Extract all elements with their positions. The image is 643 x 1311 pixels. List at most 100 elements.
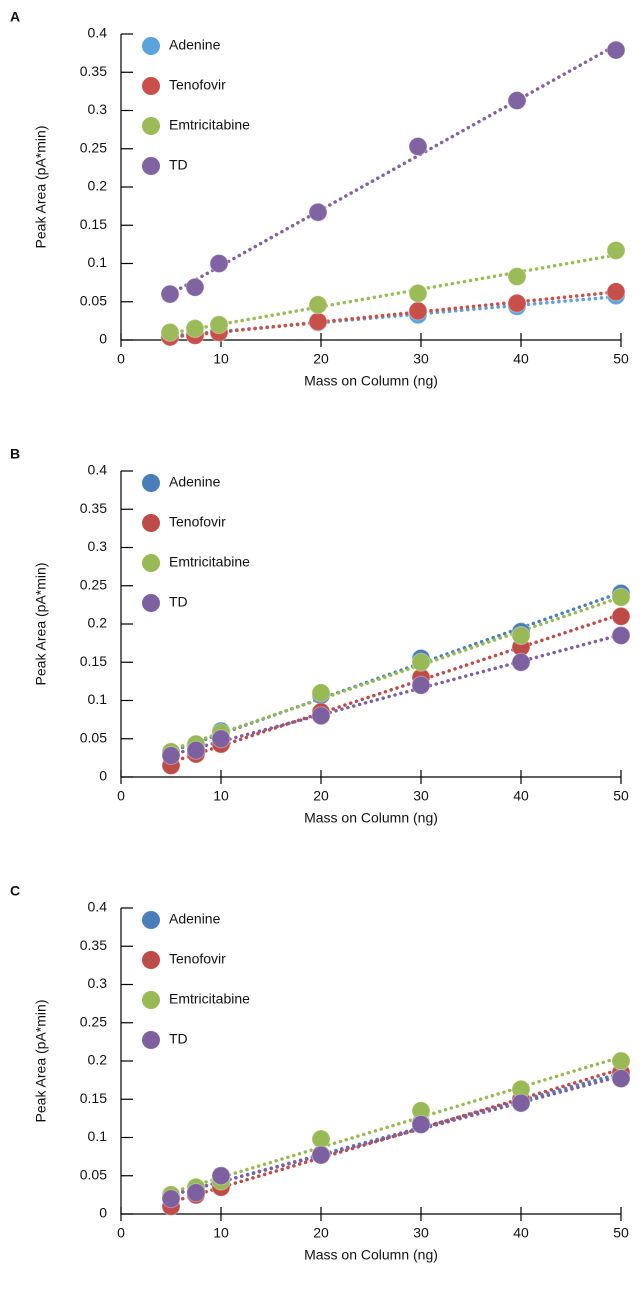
y-tick-label: 0.2: [88, 615, 108, 631]
data-point: [611, 625, 631, 645]
data-point: [211, 729, 231, 749]
y-tick-label: 0.35: [80, 500, 107, 516]
x-tick-label: 20: [313, 1225, 329, 1241]
y-tick-label: 0: [99, 768, 107, 784]
legend-label: Emtricitabine: [169, 117, 250, 133]
legend-marker: [142, 554, 160, 572]
y-tick-label: 0.1: [88, 254, 108, 270]
data-point: [611, 1069, 631, 1089]
legend-label: Tenofovir: [169, 514, 226, 530]
data-point: [308, 202, 328, 222]
data-point: [160, 284, 180, 304]
data-point: [411, 675, 431, 695]
y-tick-label: 0.35: [80, 937, 107, 953]
y-tick-label: 0.05: [80, 292, 107, 308]
x-tick-label: 50: [613, 788, 629, 804]
data-point: [611, 1051, 631, 1071]
y-tick-label: 0.4: [88, 25, 108, 41]
legend-marker: [142, 594, 160, 612]
trendline: [169, 595, 623, 752]
x-tick-label: 20: [313, 788, 329, 804]
data-point: [507, 267, 527, 287]
x-tick-label: 50: [613, 1225, 629, 1241]
data-point: [186, 740, 206, 760]
data-point: [308, 312, 328, 332]
y-tick-label: 0.1: [88, 691, 108, 707]
data-point: [411, 1114, 431, 1134]
x-tick-label: 40: [513, 351, 529, 367]
trendline: [168, 290, 618, 339]
legend-marker: [142, 951, 160, 969]
data-point: [161, 1189, 181, 1209]
y-tick-label: 0.15: [80, 653, 107, 669]
panel-label: C: [10, 883, 20, 899]
data-point: [160, 322, 180, 342]
data-point: [185, 277, 205, 297]
legend-marker: [142, 77, 160, 95]
data-point: [311, 683, 331, 703]
trendline: [169, 1067, 623, 1204]
trendline: [169, 632, 623, 757]
x-axis-label: Mass on Column (ng): [304, 373, 438, 389]
y-tick-label: 0.4: [88, 462, 108, 478]
y-tick-label: 0.15: [80, 1090, 107, 1106]
legend-marker: [142, 514, 160, 532]
chart-panel: B 0 0.05 0.1 0.15 0.2 0.25 0.3 0.35 0.4 0 10 20 30 40 5…: [10, 446, 631, 826]
data-point: [211, 1166, 231, 1186]
trendline: [168, 253, 618, 335]
data-point: [311, 1145, 331, 1165]
y-tick-label: 0.25: [80, 576, 107, 592]
data-point: [511, 652, 531, 672]
legend-marker: [142, 474, 160, 492]
data-point: [308, 295, 328, 315]
y-tick-label: 0.2: [88, 1052, 108, 1068]
y-tick-label: 0.3: [88, 538, 108, 554]
chart-panel: C 0 0.05 0.1 0.15 0.2 0.25 0.3 0.35 0.4 0 10 20 30 40 5…: [10, 883, 631, 1263]
y-tick-label: 0.35: [80, 63, 107, 79]
x-tick-label: 10: [213, 351, 229, 367]
data-point: [606, 40, 626, 60]
data-point: [408, 301, 428, 321]
data-point: [606, 240, 626, 260]
legend-marker: [142, 1031, 160, 1049]
panel-label: A: [10, 9, 20, 25]
data-point: [606, 282, 626, 302]
y-tick-label: 0.3: [88, 975, 108, 991]
x-tick-label: 0: [117, 351, 125, 367]
y-tick-label: 0.2: [88, 178, 108, 194]
y-axis-label: Peak Area (pA*min): [33, 563, 49, 686]
panel-label: B: [10, 446, 20, 462]
data-point: [209, 254, 229, 273]
data-point: [161, 746, 181, 766]
data-point: [311, 1129, 331, 1149]
x-tick-label: 40: [513, 1225, 529, 1241]
data-point: [611, 606, 631, 626]
trendline: [169, 1055, 623, 1195]
x-tick-label: 0: [117, 1225, 125, 1241]
data-point: [408, 136, 428, 156]
x-tick-label: 30: [413, 1225, 429, 1241]
y-axis-label: Peak Area (pA*min): [33, 1000, 49, 1123]
legend-label: Adenine: [169, 474, 221, 490]
x-tick-label: 10: [213, 788, 229, 804]
data-point: [408, 283, 428, 303]
trendline: [169, 612, 623, 764]
y-tick-label: 0.25: [80, 139, 107, 155]
data-point: [511, 1093, 531, 1113]
y-tick-label: 0: [99, 331, 107, 347]
x-tick-label: 10: [213, 1225, 229, 1241]
data-point: [186, 1183, 206, 1203]
x-tick-label: 40: [513, 788, 529, 804]
y-tick-label: 0: [99, 1205, 107, 1221]
x-tick-label: 30: [413, 788, 429, 804]
legend-label: Emtricitabine: [169, 554, 250, 570]
legend-marker: [142, 117, 160, 135]
legend-marker: [142, 911, 160, 929]
y-tick-label: 0.1: [88, 1128, 108, 1144]
data-point: [209, 315, 229, 335]
data-point: [511, 625, 531, 645]
legend-marker: [142, 37, 160, 55]
legend-label: TD: [169, 1031, 188, 1047]
trendline: [169, 1074, 623, 1197]
